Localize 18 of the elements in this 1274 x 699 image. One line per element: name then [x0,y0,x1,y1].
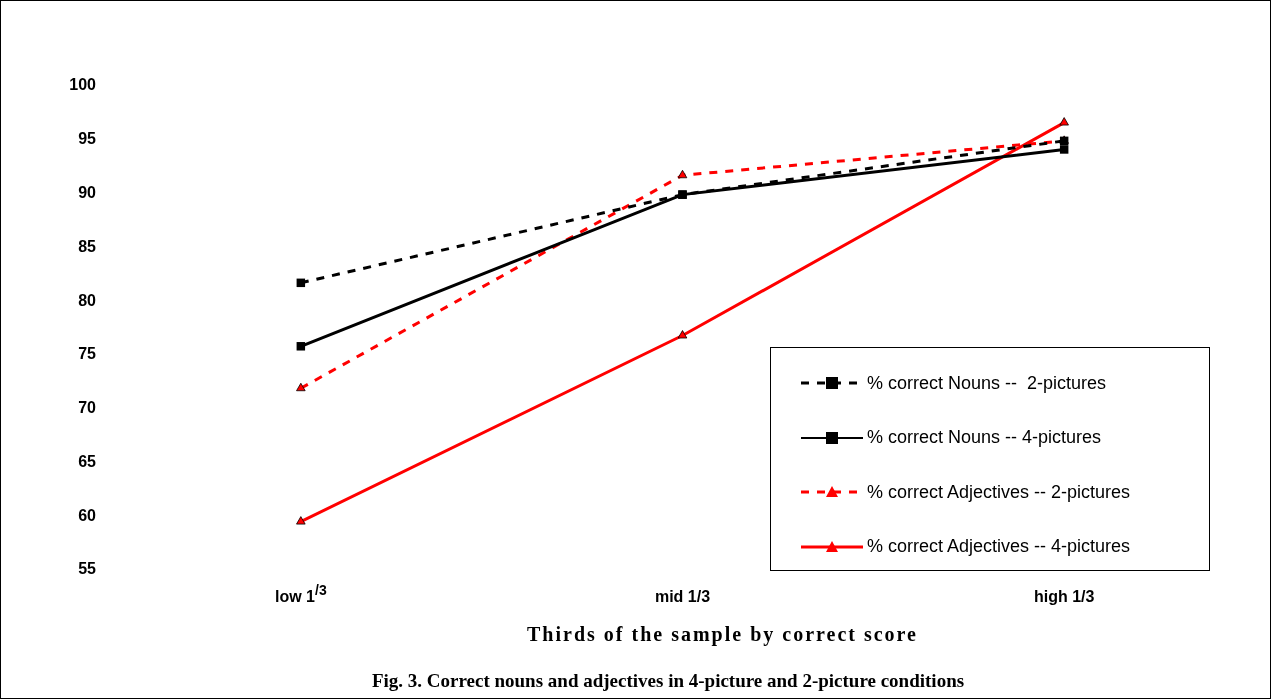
legend-label: % correct Adjectives -- 2-pictures [867,481,1131,503]
caption: Fig. 3. Correct nouns and adjectives in 4-picture and 2-picture conditions [371,669,965,691]
y-tick-label: 85 [78,237,97,255]
x-tick-label: mid 1/3 [654,588,711,606]
y-tick-label: 75 [78,345,97,363]
y-tick-label: 80 [78,291,97,309]
legend-label: % correct Nouns -- 2-pictures [867,372,1107,394]
y-tick-label: 55 [78,560,97,578]
y-tick-label: 100 [69,76,97,94]
y-tick-label: 95 [78,130,97,148]
y-tick-label: 60 [78,506,97,524]
x-axis-title: Thirds of the sample by correct score [527,623,918,647]
y-tick-label: 65 [78,452,97,470]
y-tick-label: 90 [78,183,97,201]
y-tick-label: 70 [78,399,97,417]
x-tick-label: high 1/3 [1033,588,1095,606]
legend-label: % correct Nouns -- 4-pictures [867,427,1102,449]
legend-label: % correct Adjectives -- 4-pictures [867,536,1131,558]
